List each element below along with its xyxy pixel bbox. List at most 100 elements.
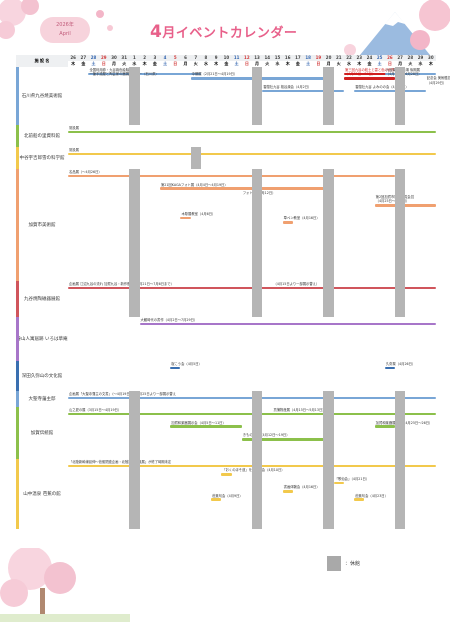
facility-color-bar	[16, 147, 19, 169]
day-cell	[88, 407, 98, 459]
day-cell	[415, 391, 425, 407]
weekday-header-cell: 月	[108, 61, 120, 67]
day-cell	[293, 407, 303, 459]
day-cell	[293, 361, 303, 391]
closed-day-cell	[251, 281, 263, 317]
day-cell	[232, 125, 242, 147]
day-cell	[364, 147, 374, 169]
closed-day-cell	[251, 391, 263, 407]
day-cell	[109, 281, 119, 317]
day-cell	[201, 281, 211, 317]
weekday-header-cell: 木	[425, 61, 436, 67]
day-cell	[140, 169, 150, 281]
day-cell	[415, 67, 425, 125]
day-cell	[221, 67, 231, 125]
day-cell	[109, 169, 119, 281]
day-cell	[272, 459, 282, 529]
day-cell	[180, 169, 190, 281]
day-cell	[242, 391, 252, 407]
day-cell	[262, 391, 272, 407]
day-cell	[272, 361, 282, 391]
date-header-cell: 8	[200, 55, 212, 61]
closed-day-cell	[251, 459, 263, 529]
day-cell	[334, 361, 344, 391]
weekday-header-cell: 日	[313, 61, 324, 67]
day-cell	[119, 125, 129, 147]
day-cell	[99, 281, 109, 317]
day-cell	[170, 361, 180, 391]
day-cell	[303, 125, 313, 147]
weekday-header-cell: 土	[231, 61, 242, 67]
day-cell	[313, 147, 323, 169]
day-cell	[426, 459, 436, 529]
day-cell	[375, 459, 385, 529]
day-cell	[323, 361, 333, 391]
day-cell	[283, 391, 293, 407]
day-cell	[160, 147, 170, 169]
day-cell	[160, 125, 170, 147]
facility-color-bar	[16, 169, 19, 281]
day-cell	[303, 391, 313, 407]
day-cell	[375, 125, 385, 147]
day-cell	[262, 125, 272, 147]
day-cell	[140, 67, 150, 125]
day-cell	[232, 459, 242, 529]
day-cell	[201, 391, 211, 407]
day-cell	[272, 169, 282, 281]
date-header-cell: 10	[221, 55, 232, 61]
weekday-header-cell: 金	[292, 61, 304, 67]
day-cell	[109, 391, 119, 407]
weekday-header-cell: 土	[88, 61, 99, 67]
weekday-header-cell: 月	[180, 61, 191, 67]
day-cell	[272, 317, 282, 361]
day-cell	[385, 407, 395, 459]
weekday-header-cell: 木	[354, 61, 365, 67]
day-cell	[334, 391, 344, 407]
day-cell	[119, 147, 129, 169]
date-header-cell: 31	[119, 55, 130, 61]
day-cell	[119, 317, 129, 361]
day-cell	[354, 125, 364, 147]
day-cell	[283, 67, 293, 125]
weekday-header-cell: 日	[98, 61, 109, 67]
day-cell	[405, 67, 415, 125]
day-cell	[385, 317, 395, 361]
day-cell	[160, 169, 170, 281]
mountain-sakura-decoration	[344, 0, 450, 56]
weekday-header-row: 木金土日月火水木金土日月火水木金土日月火水木金土日月火水木金土日月火水木	[16, 61, 436, 67]
facility-color-bar	[16, 361, 19, 391]
day-cell	[211, 125, 221, 147]
day-cell	[426, 391, 436, 407]
day-cell	[262, 459, 272, 529]
day-cell	[180, 147, 190, 169]
day-cell	[109, 67, 119, 125]
closed-day-cell	[129, 169, 140, 281]
day-cell	[272, 67, 282, 125]
date-header-cell: 14	[262, 55, 273, 61]
day-cell	[88, 147, 98, 169]
weekday-header-cell: 金	[149, 61, 160, 67]
day-cell	[221, 169, 231, 281]
day-cell	[313, 361, 323, 391]
closed-day-cell	[323, 169, 334, 281]
day-cell	[221, 391, 231, 407]
day-cell	[344, 459, 354, 529]
weekday-header-cell: 土	[374, 61, 385, 67]
closed-day-cell	[129, 391, 140, 407]
day-cell	[170, 407, 180, 459]
day-cell	[262, 147, 272, 169]
day-cell: 企画展 江沼九谷の流れ 加賀九谷・新作鑑賞（1月21日～7月6日まで） （4月15…	[68, 281, 436, 317]
closed-day-cell	[323, 459, 334, 529]
day-cell	[293, 459, 303, 529]
day-cell	[252, 317, 262, 361]
facility-row: 九谷焼陶磁器展館 企画展 江沼九谷の流れ 加賀九谷・新作鑑賞（1月21日～7月6日…	[16, 281, 436, 317]
facility-color-bar	[16, 125, 19, 147]
day-cell	[221, 361, 231, 391]
day-cell	[385, 147, 395, 169]
day-cell	[344, 317, 354, 361]
day-cell	[354, 67, 364, 125]
day-cell	[262, 169, 272, 281]
day-cell	[150, 147, 160, 169]
day-cell	[221, 317, 231, 361]
weekday-header-cell: 火	[333, 61, 344, 67]
